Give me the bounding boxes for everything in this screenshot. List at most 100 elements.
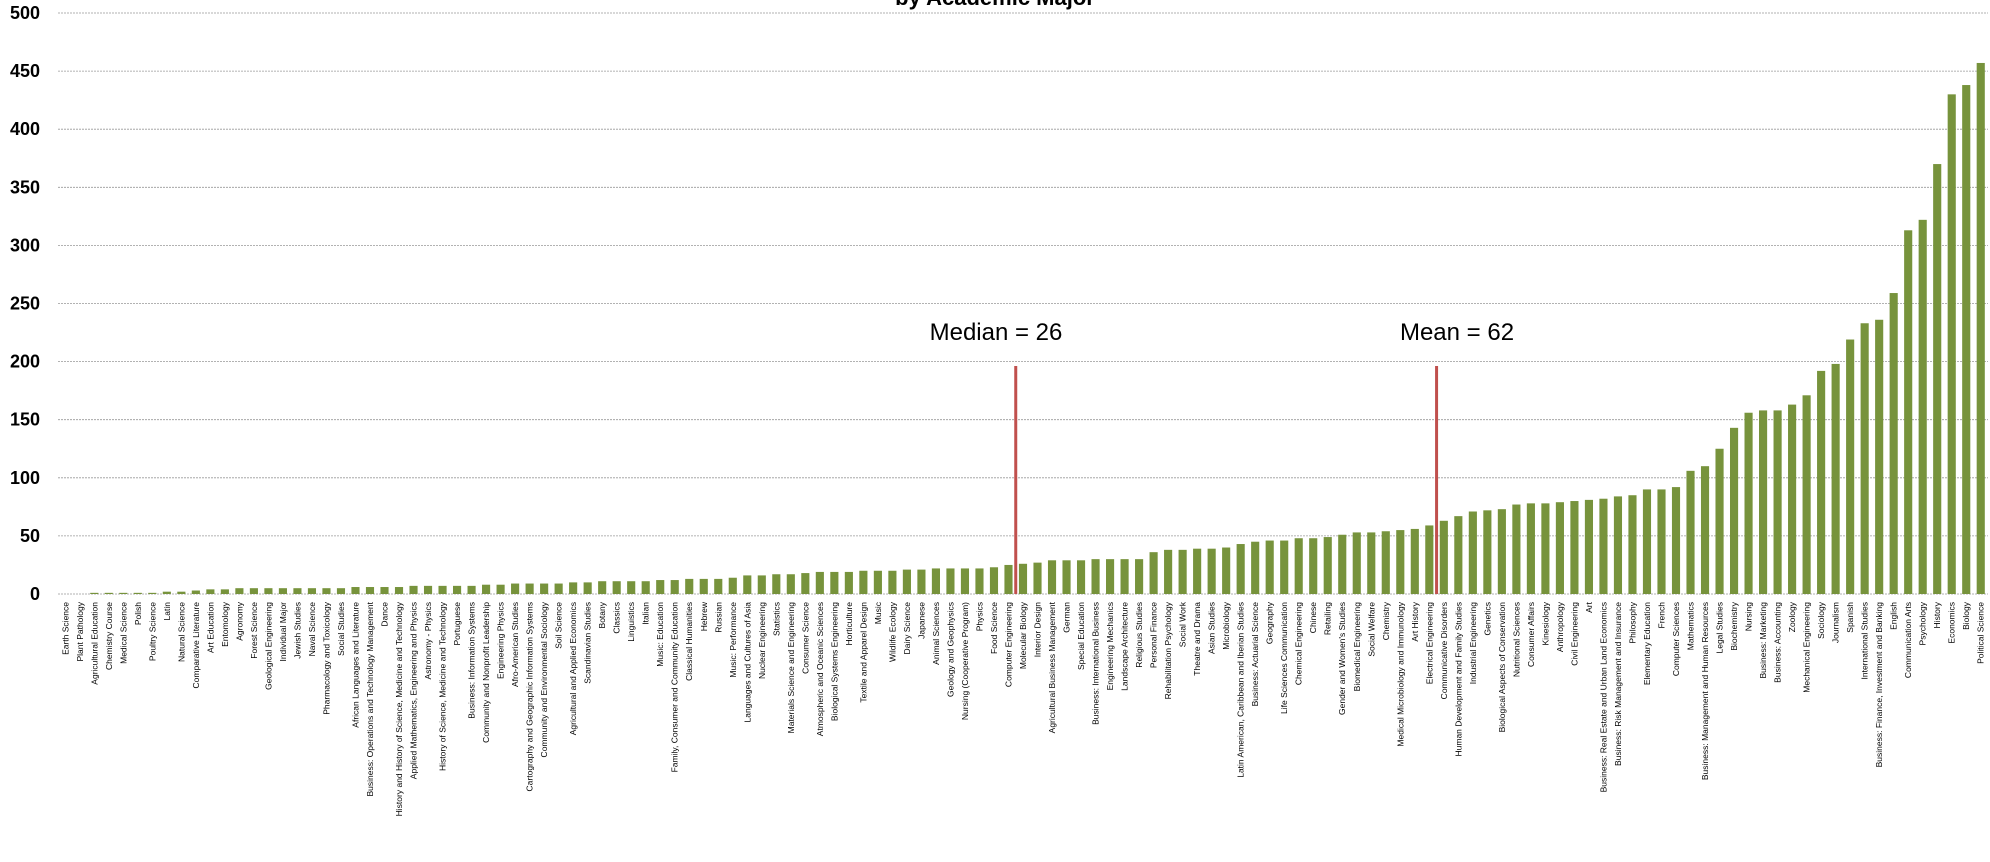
x-tick-label: Journalism — [1831, 602, 1841, 643]
bar — [1962, 85, 1971, 594]
x-tick-label: Business: Information Systems — [467, 602, 477, 719]
bar — [1164, 549, 1173, 594]
bar — [148, 592, 157, 594]
bar — [1294, 538, 1303, 594]
bar — [1323, 537, 1332, 594]
x-tick-label: Dance — [380, 602, 390, 627]
x-tick-label: Agricultural and Applied Economics — [568, 602, 578, 735]
x-tick-label: Afro-American Studies — [510, 602, 520, 687]
x-tick-label: Atmospheric and Oceanic Sciences — [815, 602, 825, 736]
bar — [743, 575, 752, 594]
x-tick-label: Medical Science — [118, 602, 128, 664]
bar — [1700, 466, 1710, 594]
x-tick-label: Agricultural Business Management — [1047, 601, 1057, 733]
x-tick-label: Earth Science — [60, 602, 70, 655]
bar — [1338, 534, 1347, 594]
bar — [1309, 538, 1318, 594]
x-tick-label: International Studies — [1860, 602, 1870, 680]
bar — [670, 580, 679, 594]
bar — [815, 571, 824, 594]
bar — [1222, 547, 1231, 594]
bar — [380, 587, 389, 594]
x-tick-label: Wildlife Ecology — [887, 601, 897, 662]
bar — [133, 592, 142, 594]
bar — [1976, 62, 1985, 594]
x-tick-label: Computer Engineering — [1003, 602, 1013, 687]
x-tick-label: Botany — [597, 601, 607, 628]
x-tick-label: Business: International Business — [1091, 602, 1101, 725]
y-tick-label: 0 — [30, 584, 40, 604]
y-tick-label: 400 — [10, 119, 40, 139]
bar — [235, 588, 244, 594]
x-tick-label: Landscape Architecture — [1120, 602, 1130, 691]
x-tick-label: Consumer Science — [800, 602, 810, 674]
x-tick-label: Biological Aspects of Conservation — [1497, 602, 1507, 733]
bar — [641, 581, 650, 594]
x-tick-label: Special Education — [1076, 602, 1086, 670]
bar — [786, 574, 795, 594]
x-tick-label: Forest Science — [249, 602, 259, 659]
bar — [1671, 487, 1681, 594]
x-tick-label: Biochemistry — [1729, 601, 1739, 650]
x-tick-label: Chemistry — [1381, 601, 1391, 640]
x-tick-label: Music — [873, 601, 883, 624]
x-tick-label: Nursing — [1744, 602, 1754, 632]
bar — [104, 592, 113, 594]
x-tick-label: Communication Arts — [1903, 602, 1913, 678]
x-tick-label: Personal Finance — [1149, 602, 1159, 668]
bar — [1207, 548, 1216, 594]
bar — [1657, 489, 1666, 594]
bar — [1904, 230, 1913, 594]
y-tick-label: 450 — [10, 61, 40, 81]
x-tick-label: Industrial Engineering — [1468, 602, 1478, 684]
x-tick-label: Social Welfare — [1366, 602, 1376, 657]
bar — [1918, 219, 1927, 594]
bar — [496, 584, 505, 594]
bar — [1367, 532, 1376, 594]
bar — [873, 570, 882, 594]
bar — [1599, 498, 1608, 594]
bar — [598, 581, 607, 594]
bar — [1860, 323, 1869, 594]
bar — [525, 583, 534, 594]
x-tick-label: Natural Science — [176, 602, 186, 662]
x-tick-label: Art Education — [205, 602, 215, 653]
bar — [772, 574, 781, 594]
x-tick-label: Spanish — [1845, 602, 1855, 633]
x-tick-label: Gender and Women's Studies — [1337, 602, 1347, 715]
x-tick-label: Anthropology — [1555, 601, 1565, 652]
x-tick-label: Classics — [612, 602, 622, 634]
y-tick-label: 500 — [10, 3, 40, 23]
bar — [902, 569, 911, 594]
x-tick-label: Theatre and Drama — [1192, 602, 1202, 676]
bar — [264, 588, 273, 594]
bar — [989, 567, 999, 594]
x-tick-label: Asian Studies — [1207, 602, 1217, 654]
bar — [1381, 531, 1390, 594]
bar — [351, 587, 360, 594]
bar — [1642, 489, 1652, 594]
x-tick-label: Geological Engineering — [263, 602, 273, 690]
x-tick-label: African Languages and Literature — [350, 602, 360, 728]
bar — [1062, 560, 1071, 594]
bar — [1454, 516, 1463, 594]
x-tick-label: History — [1932, 601, 1942, 628]
x-tick-label: Rehabilitation Psychology — [1163, 601, 1173, 699]
x-tick-label: Naval Science — [307, 602, 317, 657]
x-tick-label: Statistics — [771, 602, 781, 636]
bar — [1555, 502, 1564, 594]
x-tick-label: Chemical Engineering — [1294, 602, 1304, 685]
annotation: Mean = 62 — [1400, 319, 1514, 346]
x-tick-label: Latin American, Caribbean and Iberian St… — [1236, 602, 1246, 778]
bar — [931, 568, 940, 594]
x-tick-label: Business: Real Estate and Urban Land Eco… — [1598, 602, 1608, 792]
x-tick-label: Interior Design — [1033, 602, 1043, 658]
bar — [859, 570, 868, 594]
x-tick-label: Community and Nonprofit Leadership — [481, 602, 491, 743]
bar — [1033, 562, 1042, 594]
bar — [1106, 559, 1115, 594]
x-tick-label: Dairy Science — [902, 602, 912, 655]
y-tick-label: 50 — [20, 526, 40, 546]
x-tick-label: History of Science, Medicine and Technol… — [438, 601, 448, 771]
x-tick-label: Music: Performance — [728, 602, 738, 678]
